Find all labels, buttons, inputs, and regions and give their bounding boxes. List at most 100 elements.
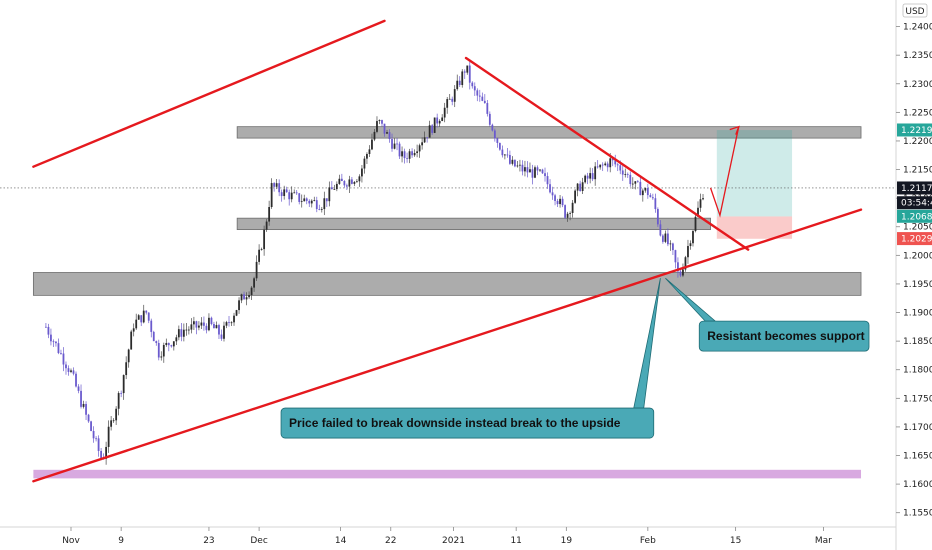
candle-body-169 (468, 65, 471, 83)
candle-body-15 (82, 403, 85, 407)
candle-body-230 (621, 170, 624, 175)
candle-body-12 (75, 373, 77, 387)
candle-body-16 (85, 403, 87, 415)
position-loss-zone[interactable] (716, 216, 793, 239)
candle-body-203 (554, 195, 556, 201)
candle-body-261 (699, 199, 702, 208)
candle-body-242 (651, 197, 654, 199)
candle-body-216 (586, 175, 589, 179)
candle-body-177 (488, 113, 491, 125)
candle-body-170 (471, 82, 474, 87)
candle-body-7 (62, 353, 65, 365)
candle-body-56 (185, 329, 188, 331)
candle-body-45 (157, 343, 160, 358)
candle-body-142 (401, 151, 403, 157)
candle-body-1 (47, 326, 50, 335)
candle-body-6 (60, 353, 62, 354)
trendline-2[interactable] (464, 56, 750, 251)
candle-body-98 (290, 192, 293, 200)
candle-body-53 (177, 329, 180, 338)
y-tick-label-5: 1.18000 (903, 366, 932, 376)
candle-body-207 (564, 205, 566, 218)
zone-3[interactable] (33, 469, 862, 479)
candle-body-21 (97, 438, 100, 451)
candle-body-132 (376, 121, 378, 132)
candle-body-166 (461, 71, 464, 85)
candle-body-47 (162, 344, 165, 357)
candle-body-201 (549, 184, 551, 193)
candle-body-65 (208, 317, 210, 331)
candle-body-32 (125, 362, 128, 376)
candle-body-249 (669, 243, 672, 245)
zone-2[interactable] (32, 272, 862, 296)
candle-body-57 (187, 329, 190, 331)
projection-path[interactable] (709, 126, 740, 218)
price-tag-bg-3 (897, 209, 932, 223)
price-tag-bg-2 (897, 196, 932, 210)
candle-body-168 (466, 65, 469, 73)
candle-body-44 (155, 341, 158, 344)
candle-body-133 (378, 120, 381, 122)
candle-body-52 (175, 337, 178, 342)
trendline-1[interactable] (32, 208, 863, 483)
candle-body-208 (566, 213, 569, 218)
candle-body-154 (431, 125, 434, 133)
candle-body-243 (654, 198, 657, 210)
candle-body-40 (145, 310, 148, 313)
zone-1[interactable] (236, 217, 711, 231)
candle-body-251 (674, 250, 677, 263)
zone-0[interactable] (236, 126, 862, 139)
x-tick-label-3: Dec (250, 536, 267, 546)
candle-body-24 (105, 446, 108, 459)
x-tick-label-1: 9 (118, 536, 124, 546)
projection-arrow-head (729, 125, 740, 135)
candle-body-259 (694, 216, 697, 232)
candle-body-190 (521, 164, 524, 172)
y-tick-label-0: 1.15500 (903, 509, 932, 519)
candle-body-172 (476, 90, 479, 96)
candle-body-159 (443, 107, 446, 118)
candle-body-151 (423, 137, 426, 143)
price-axis-panel (896, 0, 932, 550)
candle-body-105 (308, 200, 311, 204)
trendline-0[interactable] (32, 19, 386, 168)
currency-box[interactable] (902, 3, 928, 18)
candle-body-13 (77, 386, 80, 391)
candle-body-248 (667, 233, 669, 245)
candle-body-211 (574, 190, 577, 203)
x-tick-label-11: Mar (815, 536, 832, 546)
callout-1[interactable]: Price failed to break downside instead b… (280, 278, 661, 439)
candle-body-75 (233, 315, 235, 323)
candle-body-161 (448, 98, 451, 100)
y-tick-label-6: 1.18500 (903, 337, 932, 347)
candle-body-183 (503, 154, 506, 156)
x-tick-label-7: 11 (510, 536, 521, 546)
candle-body-62 (200, 322, 203, 326)
candle-body-58 (190, 324, 193, 330)
candle-body-136 (386, 132, 388, 134)
candle-body-109 (318, 209, 321, 210)
candle-body-41 (147, 312, 150, 321)
candle-body-137 (388, 132, 391, 139)
candle-body-231 (624, 174, 627, 176)
x-tick-label-0: Nov (62, 536, 80, 546)
candle-body-262 (702, 198, 704, 200)
candle-body-27 (112, 420, 115, 422)
callout-0[interactable]: Resistant becomes support (665, 277, 870, 352)
candle-body-204 (556, 200, 559, 205)
candle-body-185 (509, 154, 511, 164)
candle-body-191 (524, 167, 526, 172)
candle-body-29 (117, 393, 120, 409)
candle-body-252 (677, 262, 679, 272)
callout-text-1: Price failed to break downside instead b… (289, 416, 621, 430)
candle-body-77 (238, 300, 240, 311)
candle-body-111 (323, 198, 326, 210)
candle-body-34 (130, 331, 133, 350)
y-tick-label-12: 1.21500 (903, 166, 932, 176)
candle-body-220 (596, 166, 599, 168)
y-tick-label-8: 1.19500 (903, 280, 932, 290)
position-profit-zone[interactable] (716, 130, 793, 217)
candle-body-61 (198, 325, 200, 328)
candle-body-188 (516, 165, 519, 167)
